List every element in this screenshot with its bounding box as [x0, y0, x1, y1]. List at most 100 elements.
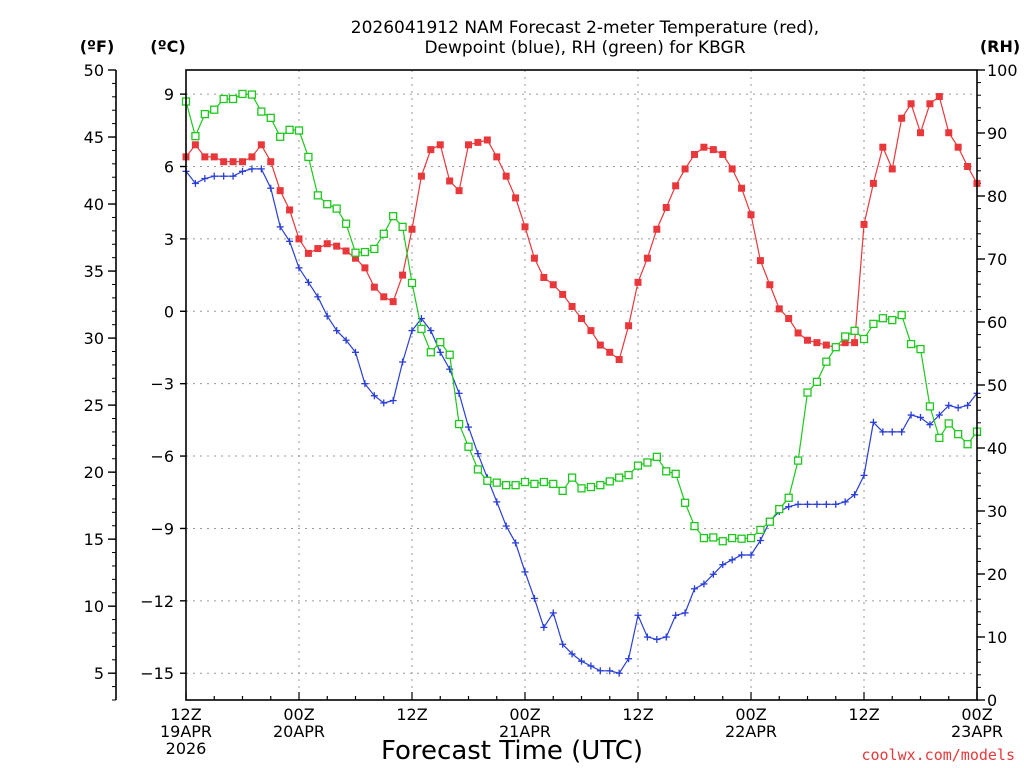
x-axis-title: Forecast Time (UTC) — [381, 736, 643, 766]
rh-point — [512, 482, 519, 489]
rh-point — [559, 487, 566, 494]
rh-point — [908, 341, 915, 348]
rh-tick-label: 90 — [987, 124, 1007, 143]
temperature-point — [653, 226, 660, 233]
temperature-point — [823, 342, 830, 349]
temperature-point — [616, 356, 623, 363]
rh-point — [597, 482, 604, 489]
temperature-point — [889, 165, 896, 172]
rh-point — [201, 111, 208, 118]
temperature-point — [851, 339, 858, 346]
fahrenheit-tick-label: 30 — [84, 329, 104, 348]
temperature-point — [738, 185, 745, 192]
temperature-point — [672, 182, 679, 189]
temperature-point — [248, 153, 255, 160]
rh-tick-label: 40 — [987, 439, 1007, 458]
rh-tick-label: 20 — [987, 565, 1007, 584]
temperature-point — [192, 141, 199, 148]
rh-point — [729, 535, 736, 542]
chart-title-line-1: 2026041912 NAM Forecast 2-meter Temperat… — [351, 18, 819, 38]
rh-point — [192, 133, 199, 140]
rh-tick-label: 60 — [987, 313, 1007, 332]
rh-point — [418, 325, 425, 332]
temperature-point — [474, 139, 481, 146]
temperature-point — [456, 187, 463, 194]
temperature-point — [729, 165, 736, 172]
rh-point — [785, 494, 792, 501]
rh-point — [635, 462, 642, 469]
rh-point — [578, 485, 585, 492]
temperature-point — [719, 151, 726, 158]
rh-point — [644, 459, 651, 466]
fahrenheit-tick-label: 45 — [84, 128, 104, 147]
temperature-point — [776, 305, 783, 312]
rh-point — [352, 249, 359, 256]
temperature-point — [813, 339, 820, 346]
celsius-tick-label: 6 — [164, 158, 174, 177]
rh-unit-label: (RH) — [980, 37, 1020, 56]
temperature-point — [531, 255, 538, 262]
temperature-point — [700, 144, 707, 151]
temperature-point — [343, 247, 350, 254]
temperature-point — [795, 330, 802, 337]
rh-point — [333, 205, 340, 212]
rh-point — [314, 192, 321, 199]
temperature-point — [748, 211, 755, 218]
time-tick-label: 12Z — [622, 705, 653, 724]
time-tick-label: 22APR — [725, 722, 777, 741]
temperature-point — [663, 204, 670, 211]
time-tick-label: 12Z — [396, 705, 427, 724]
rh-point — [465, 443, 472, 450]
rh-point — [305, 153, 312, 160]
celsius-unit-label: (ºC) — [150, 37, 185, 56]
celsius-tick-label: −12 — [140, 592, 174, 611]
rh-point — [531, 480, 538, 487]
rh-point — [964, 441, 971, 448]
rh-point — [682, 499, 689, 506]
rh-point — [719, 538, 726, 545]
temperature-point — [239, 158, 246, 165]
time-tick-label: 20APR — [273, 722, 325, 741]
temperature-point — [804, 337, 811, 344]
rh-point — [239, 90, 246, 97]
rh-tick-label: 100 — [987, 61, 1018, 80]
rh-point — [446, 351, 453, 358]
temperature-point — [569, 303, 576, 310]
rh-point — [437, 339, 444, 346]
temperature-point — [757, 257, 764, 264]
temperature-point — [258, 141, 265, 148]
rh-point — [484, 477, 491, 484]
time-tick-label: 2026 — [166, 739, 207, 758]
rh-point — [267, 114, 274, 121]
temperature-point — [540, 274, 547, 281]
rh-point — [795, 457, 802, 464]
fahrenheit-tick-label: 10 — [84, 597, 104, 616]
rh-point — [606, 478, 613, 485]
celsius-tick-label: 0 — [164, 302, 174, 321]
fahrenheit-tick-label: 40 — [84, 195, 104, 214]
temperature-point — [898, 115, 905, 122]
temperature-point — [267, 158, 274, 165]
rh-point — [926, 403, 933, 410]
temperature-point — [437, 141, 444, 148]
temperature-point — [333, 243, 340, 250]
chart-title-line-2: Dewpoint (blue), RH (green) for KBGR — [424, 38, 745, 58]
temperature-point — [550, 281, 557, 288]
temperature-point — [710, 146, 717, 153]
rh-point — [955, 431, 962, 438]
temperature-point — [314, 245, 321, 252]
rh-point — [710, 534, 717, 541]
temperature-point — [230, 158, 237, 165]
rh-point — [889, 317, 896, 324]
rh-point — [503, 482, 510, 489]
rh-tick-label: 70 — [987, 250, 1007, 269]
rh-point — [776, 506, 783, 513]
rh-point — [409, 279, 416, 286]
rh-point — [474, 466, 481, 473]
temperature-point — [682, 165, 689, 172]
temperature-point — [296, 235, 303, 242]
rh-point — [861, 336, 868, 343]
temperature-point — [465, 141, 472, 148]
temperature-point — [936, 93, 943, 100]
temperature-point — [305, 250, 312, 257]
